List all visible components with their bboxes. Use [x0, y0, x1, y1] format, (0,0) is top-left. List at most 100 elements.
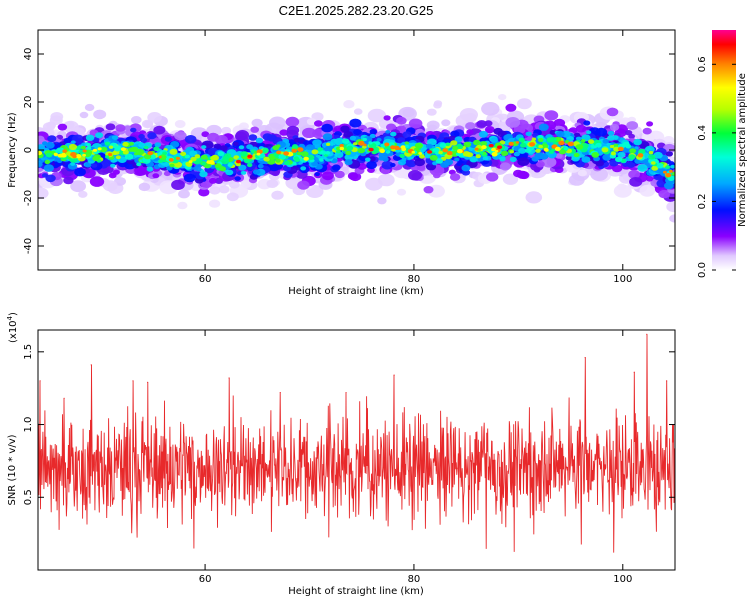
heatmap-cell [446, 150, 453, 156]
heatmap-cell [138, 142, 145, 148]
snr-ylabel: SNR (10 * v/v) [7, 434, 18, 505]
heatmap-cell [454, 157, 460, 162]
heatmap-cell [332, 164, 341, 171]
heatmap-cell [56, 147, 65, 154]
heatmap-cell [171, 179, 185, 190]
heatmap-cell [358, 140, 365, 146]
heatmap-cell [300, 166, 307, 171]
heatmap-cell [602, 153, 612, 161]
heatmap-cell [449, 173, 461, 181]
heatmap-cell [92, 148, 98, 152]
heatmap-cell [38, 187, 49, 200]
heatmap-cell [163, 171, 171, 177]
heatmap-cell [476, 120, 488, 128]
heatmap-cell [78, 190, 88, 198]
heatmap-cell [175, 156, 181, 160]
heatmap-cell [57, 153, 63, 158]
heatmap-cell [347, 172, 359, 180]
heatmap-cell [651, 165, 659, 171]
heatmap-cell [201, 145, 207, 149]
heatmap-cell [480, 141, 488, 147]
heatmap-cell [213, 143, 222, 150]
colorbar-label: Normalized spectral amplitude [737, 73, 748, 227]
heatmap-cell [296, 151, 302, 156]
snr-ytick-label: 1.0 [23, 417, 34, 433]
heatmap-cell [478, 130, 488, 138]
heatmap-cell [271, 190, 284, 200]
heatmap-cell [462, 151, 471, 157]
heatmap-cell [122, 149, 129, 155]
heatmap-cell [432, 147, 440, 153]
heatmap-cell [435, 158, 443, 164]
heatmap-cell [408, 170, 422, 181]
heatmap-cell [195, 163, 202, 169]
heatmap-cell [664, 182, 674, 190]
heatmap-cell [86, 143, 91, 147]
spectrogram-ytick-label: -40 [23, 238, 34, 254]
heatmap-cell [476, 144, 482, 149]
heatmap-cell [381, 160, 393, 170]
heatmap-cell [581, 143, 589, 149]
heatmap-cell [305, 144, 315, 151]
heatmap-cell [312, 128, 325, 139]
heatmap-cell [466, 129, 474, 135]
heatmap-peak-cell [247, 154, 253, 159]
heatmap-cell [588, 139, 595, 144]
heatmap-cell [637, 164, 648, 172]
heatmap-cell [227, 163, 233, 168]
heatmap-cell [396, 116, 407, 125]
heatmap-cell [292, 144, 298, 149]
heatmap-cell [400, 145, 406, 149]
heatmap-cell [386, 123, 397, 132]
heatmap-cell [129, 142, 134, 146]
heatmap-cell [321, 171, 334, 181]
heatmap-cell [656, 163, 664, 169]
heatmap-cell [138, 182, 151, 192]
heatmap-cell [633, 138, 642, 146]
heatmap-cell [639, 184, 656, 197]
heatmap-cell [112, 169, 120, 175]
heatmap-cell [217, 151, 225, 157]
heatmap-cell [349, 118, 362, 128]
heatmap-cell [263, 156, 270, 162]
heatmap-cell [368, 156, 376, 162]
heatmap-cell [325, 151, 331, 155]
heatmap-cell [257, 163, 264, 169]
heatmap-cell [625, 144, 632, 149]
heatmap-cell [390, 162, 396, 168]
heatmap-cell [423, 186, 434, 194]
heatmap-cell [498, 94, 507, 101]
heatmap-cell [158, 155, 162, 159]
heatmap-cell [465, 122, 476, 130]
heatmap-cell [219, 166, 226, 172]
heatmap-cell [114, 145, 122, 151]
heatmap-cell [529, 142, 536, 147]
heatmap-cell [276, 150, 282, 155]
heatmap-cell [384, 142, 390, 147]
heatmap-cell [669, 214, 675, 223]
spectrogram-panel: 60 80 100 -40 -20 0 20 40 Height of straight li… [7, 29, 676, 297]
heatmap-cell [365, 177, 383, 191]
heatmap-cell [581, 156, 591, 163]
heatmap-cell [210, 156, 216, 161]
heatmap-cell [625, 130, 633, 136]
heatmap-cell [120, 147, 126, 152]
heatmap-cell [641, 132, 655, 143]
heatmap-cell [379, 148, 386, 154]
snr-peak-point [39, 380, 41, 382]
heatmap-cell [482, 156, 489, 161]
heatmap-cell [394, 156, 401, 161]
heatmap-cell [513, 151, 520, 157]
heatmap-cell [404, 141, 409, 145]
heatmap-cell [184, 135, 197, 144]
heatmap-peak-cell [235, 159, 242, 164]
colorbar-gradient [712, 30, 736, 270]
snr-peak-point [63, 397, 65, 399]
heatmap-cell [111, 135, 119, 141]
heatmap-cell [469, 156, 478, 163]
heatmap-cell [312, 139, 322, 147]
heatmap-cell [408, 118, 423, 129]
heatmap-cell [294, 157, 300, 162]
heatmap-cell [429, 154, 438, 161]
heatmap-cell [291, 148, 298, 153]
